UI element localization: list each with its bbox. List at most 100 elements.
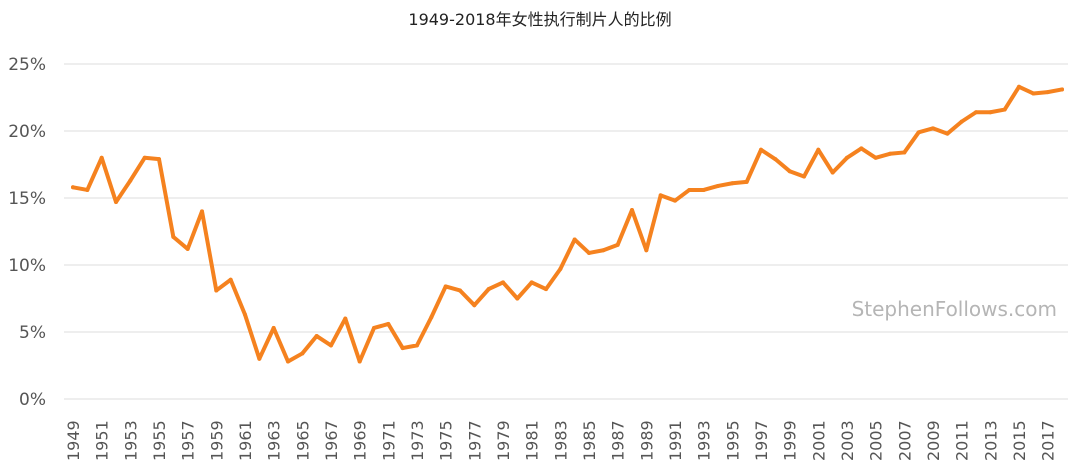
data-point — [601, 248, 606, 253]
x-tick-label: 1975 — [437, 420, 456, 461]
series-line — [71, 84, 1064, 364]
x-tick-label: 1959 — [207, 420, 226, 461]
x-tick-label: 2007 — [895, 420, 914, 461]
data-point — [501, 280, 505, 285]
x-tick-label: 1989 — [637, 420, 656, 461]
data-point — [458, 288, 462, 293]
x-tick-label: 1979 — [494, 420, 513, 461]
data-point — [85, 187, 90, 192]
data-point — [888, 151, 892, 156]
data-point — [773, 157, 778, 162]
y-tick-label: 15% — [8, 189, 46, 209]
series-layer — [71, 84, 1064, 364]
x-tick-label: 1973 — [408, 420, 427, 461]
x-tick-label: 2003 — [838, 420, 857, 461]
data-point — [1060, 87, 1064, 92]
data-point — [243, 312, 247, 317]
x-tick-label: 2009 — [924, 420, 943, 461]
x-tick-label: 2017 — [1039, 420, 1058, 461]
data-point — [142, 155, 147, 160]
x-tick-label: 1999 — [781, 420, 800, 461]
data-point — [544, 287, 548, 292]
x-tick-label: 1981 — [523, 420, 542, 461]
y-tick-label: 5% — [19, 323, 46, 343]
data-point — [615, 242, 620, 247]
x-tick-label: 2013 — [981, 420, 1000, 461]
data-point — [644, 248, 649, 253]
x-tick-label: 1949 — [64, 420, 83, 461]
x-tick-label: 1967 — [322, 420, 341, 461]
x-tick-label: 1953 — [121, 420, 140, 461]
x-tick-label: 2011 — [953, 420, 972, 461]
data-point — [257, 356, 262, 361]
x-tick-label: 1997 — [752, 420, 771, 461]
data-point — [959, 119, 964, 124]
data-point — [515, 296, 520, 301]
data-point — [931, 126, 935, 131]
data-point — [372, 325, 376, 330]
data-point — [429, 315, 434, 320]
data-point — [787, 169, 792, 174]
data-point — [343, 316, 348, 321]
watermark-text: StephenFollows.com — [852, 297, 1057, 321]
data-point — [759, 147, 763, 152]
data-point — [945, 131, 950, 136]
data-point — [974, 110, 978, 115]
x-tick-label: 1993 — [695, 420, 714, 461]
data-point — [716, 183, 720, 188]
data-point — [802, 174, 806, 179]
data-point — [1045, 90, 1050, 95]
x-tick-label: 1983 — [551, 420, 570, 461]
data-point — [286, 359, 290, 364]
data-point — [988, 110, 993, 115]
y-tick-label: 0% — [19, 390, 46, 410]
data-point — [744, 179, 749, 184]
data-point — [916, 130, 921, 135]
y-tick-label: 25% — [8, 55, 46, 75]
x-tick-label: 1955 — [150, 420, 169, 461]
data-point — [529, 280, 534, 285]
data-point — [902, 150, 907, 155]
data-point — [300, 351, 305, 356]
data-point — [386, 321, 391, 326]
chart-title: 1949-2018年女性执行制片人的比例 — [408, 10, 672, 29]
data-point — [845, 155, 849, 160]
x-tick-label: 1965 — [293, 420, 312, 461]
data-point — [1017, 84, 1021, 89]
data-point — [472, 303, 477, 308]
data-point — [859, 146, 864, 151]
data-point — [228, 277, 233, 282]
data-point — [816, 147, 821, 152]
x-tick-label: 1985 — [580, 420, 599, 461]
x-tick-label: 1957 — [179, 420, 198, 461]
data-point — [99, 155, 104, 160]
data-point — [357, 359, 362, 364]
data-point — [1031, 91, 1036, 96]
y-axis-ticks: 0% 5% 10% 15% 20% 25% — [8, 55, 46, 410]
x-tick-label: 1951 — [93, 420, 112, 461]
data-point — [587, 250, 591, 255]
x-axis-ticks: 1949 1951 1953 1955 1957 1959 1961 1963 1965 1967… — [64, 420, 1058, 461]
data-point — [658, 193, 663, 198]
data-point — [730, 181, 735, 186]
data-point — [200, 209, 204, 214]
x-tick-label: 1977 — [465, 420, 484, 461]
data-point — [271, 325, 276, 330]
data-point — [443, 284, 448, 289]
data-point — [185, 246, 190, 251]
data-point — [214, 288, 219, 293]
x-tick-label: 1961 — [236, 420, 255, 461]
data-point — [415, 343, 419, 348]
data-point — [114, 200, 118, 205]
data-point — [701, 187, 706, 192]
data-point — [157, 157, 161, 162]
data-point — [171, 234, 176, 239]
gridlines — [64, 63, 1068, 400]
data-point — [486, 287, 491, 292]
data-point — [572, 237, 577, 242]
data-point — [558, 267, 563, 272]
data-point — [830, 170, 835, 175]
x-tick-label: 2015 — [1010, 420, 1029, 461]
data-point — [71, 185, 75, 190]
y-tick-label: 10% — [8, 256, 46, 276]
